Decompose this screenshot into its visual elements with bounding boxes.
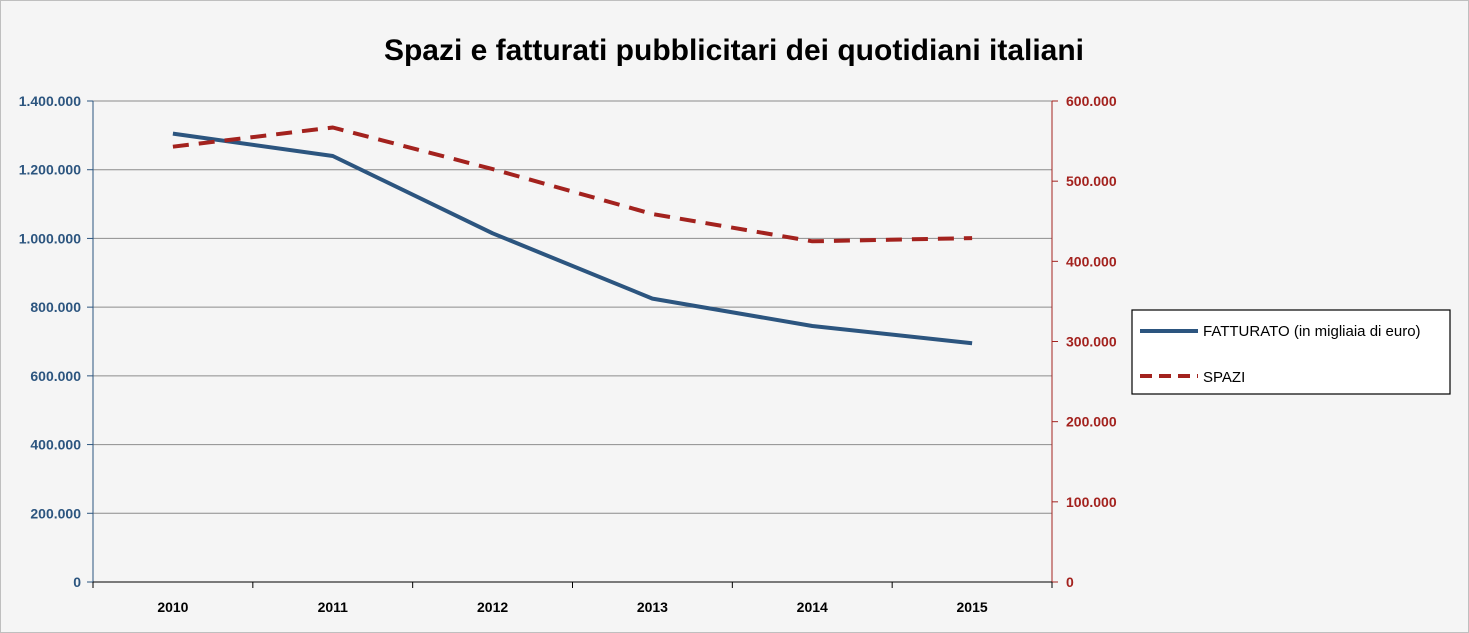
axes: 0 200.000 400.000 600.000 800.000 1.000.000 1.… [19,93,1117,615]
y-left-tick-label: 400.000 [30,437,81,453]
legend: FATTURATO (in migliaia di euro) SPAZI [1131,309,1451,395]
series-lines [172,125,973,346]
x-tick-label: 2014 [797,599,828,615]
y-right-tick-label: 100.000 [1066,494,1117,510]
y-right-tick-label: 300.000 [1066,334,1117,350]
x-tick-label: 2013 [637,599,668,615]
y-left-tick-label: 800.000 [30,299,81,315]
y-right-tick-label: 400.000 [1066,253,1117,269]
y-left-tick-label: 200.000 [30,505,81,521]
y-left-tick-label: 600.000 [30,368,81,384]
series-line-0 [172,131,973,346]
x-tick-label: 2012 [477,599,508,615]
x-tick-label: 2010 [157,599,188,615]
chart-title: Spazi e fatturati pubblicitari dei quoti… [384,34,1084,67]
y-right-tick-label: 0 [1066,574,1074,590]
x-tick-label: 2011 [318,599,349,615]
y-left-tick-label: 1.400.000 [19,93,81,109]
y-right-tick-label: 600.000 [1066,93,1117,109]
gridlines [93,100,1052,514]
legend-label-fatturato: FATTURATO (in migliaia di euro) [1203,323,1421,340]
y-right-tick-label: 200.000 [1066,414,1117,430]
series-line-1 [172,125,973,244]
y-left-tick-label: 0 [73,574,81,590]
y-right-tick-label: 500.000 [1066,173,1117,189]
legend-box [1131,309,1451,395]
x-tick-label: 2015 [957,599,988,615]
legend-label-spazi: SPAZI [1203,369,1245,386]
y-left-tick-label: 1.000.000 [19,230,81,246]
y-left-tick-label: 1.200.000 [19,162,81,178]
